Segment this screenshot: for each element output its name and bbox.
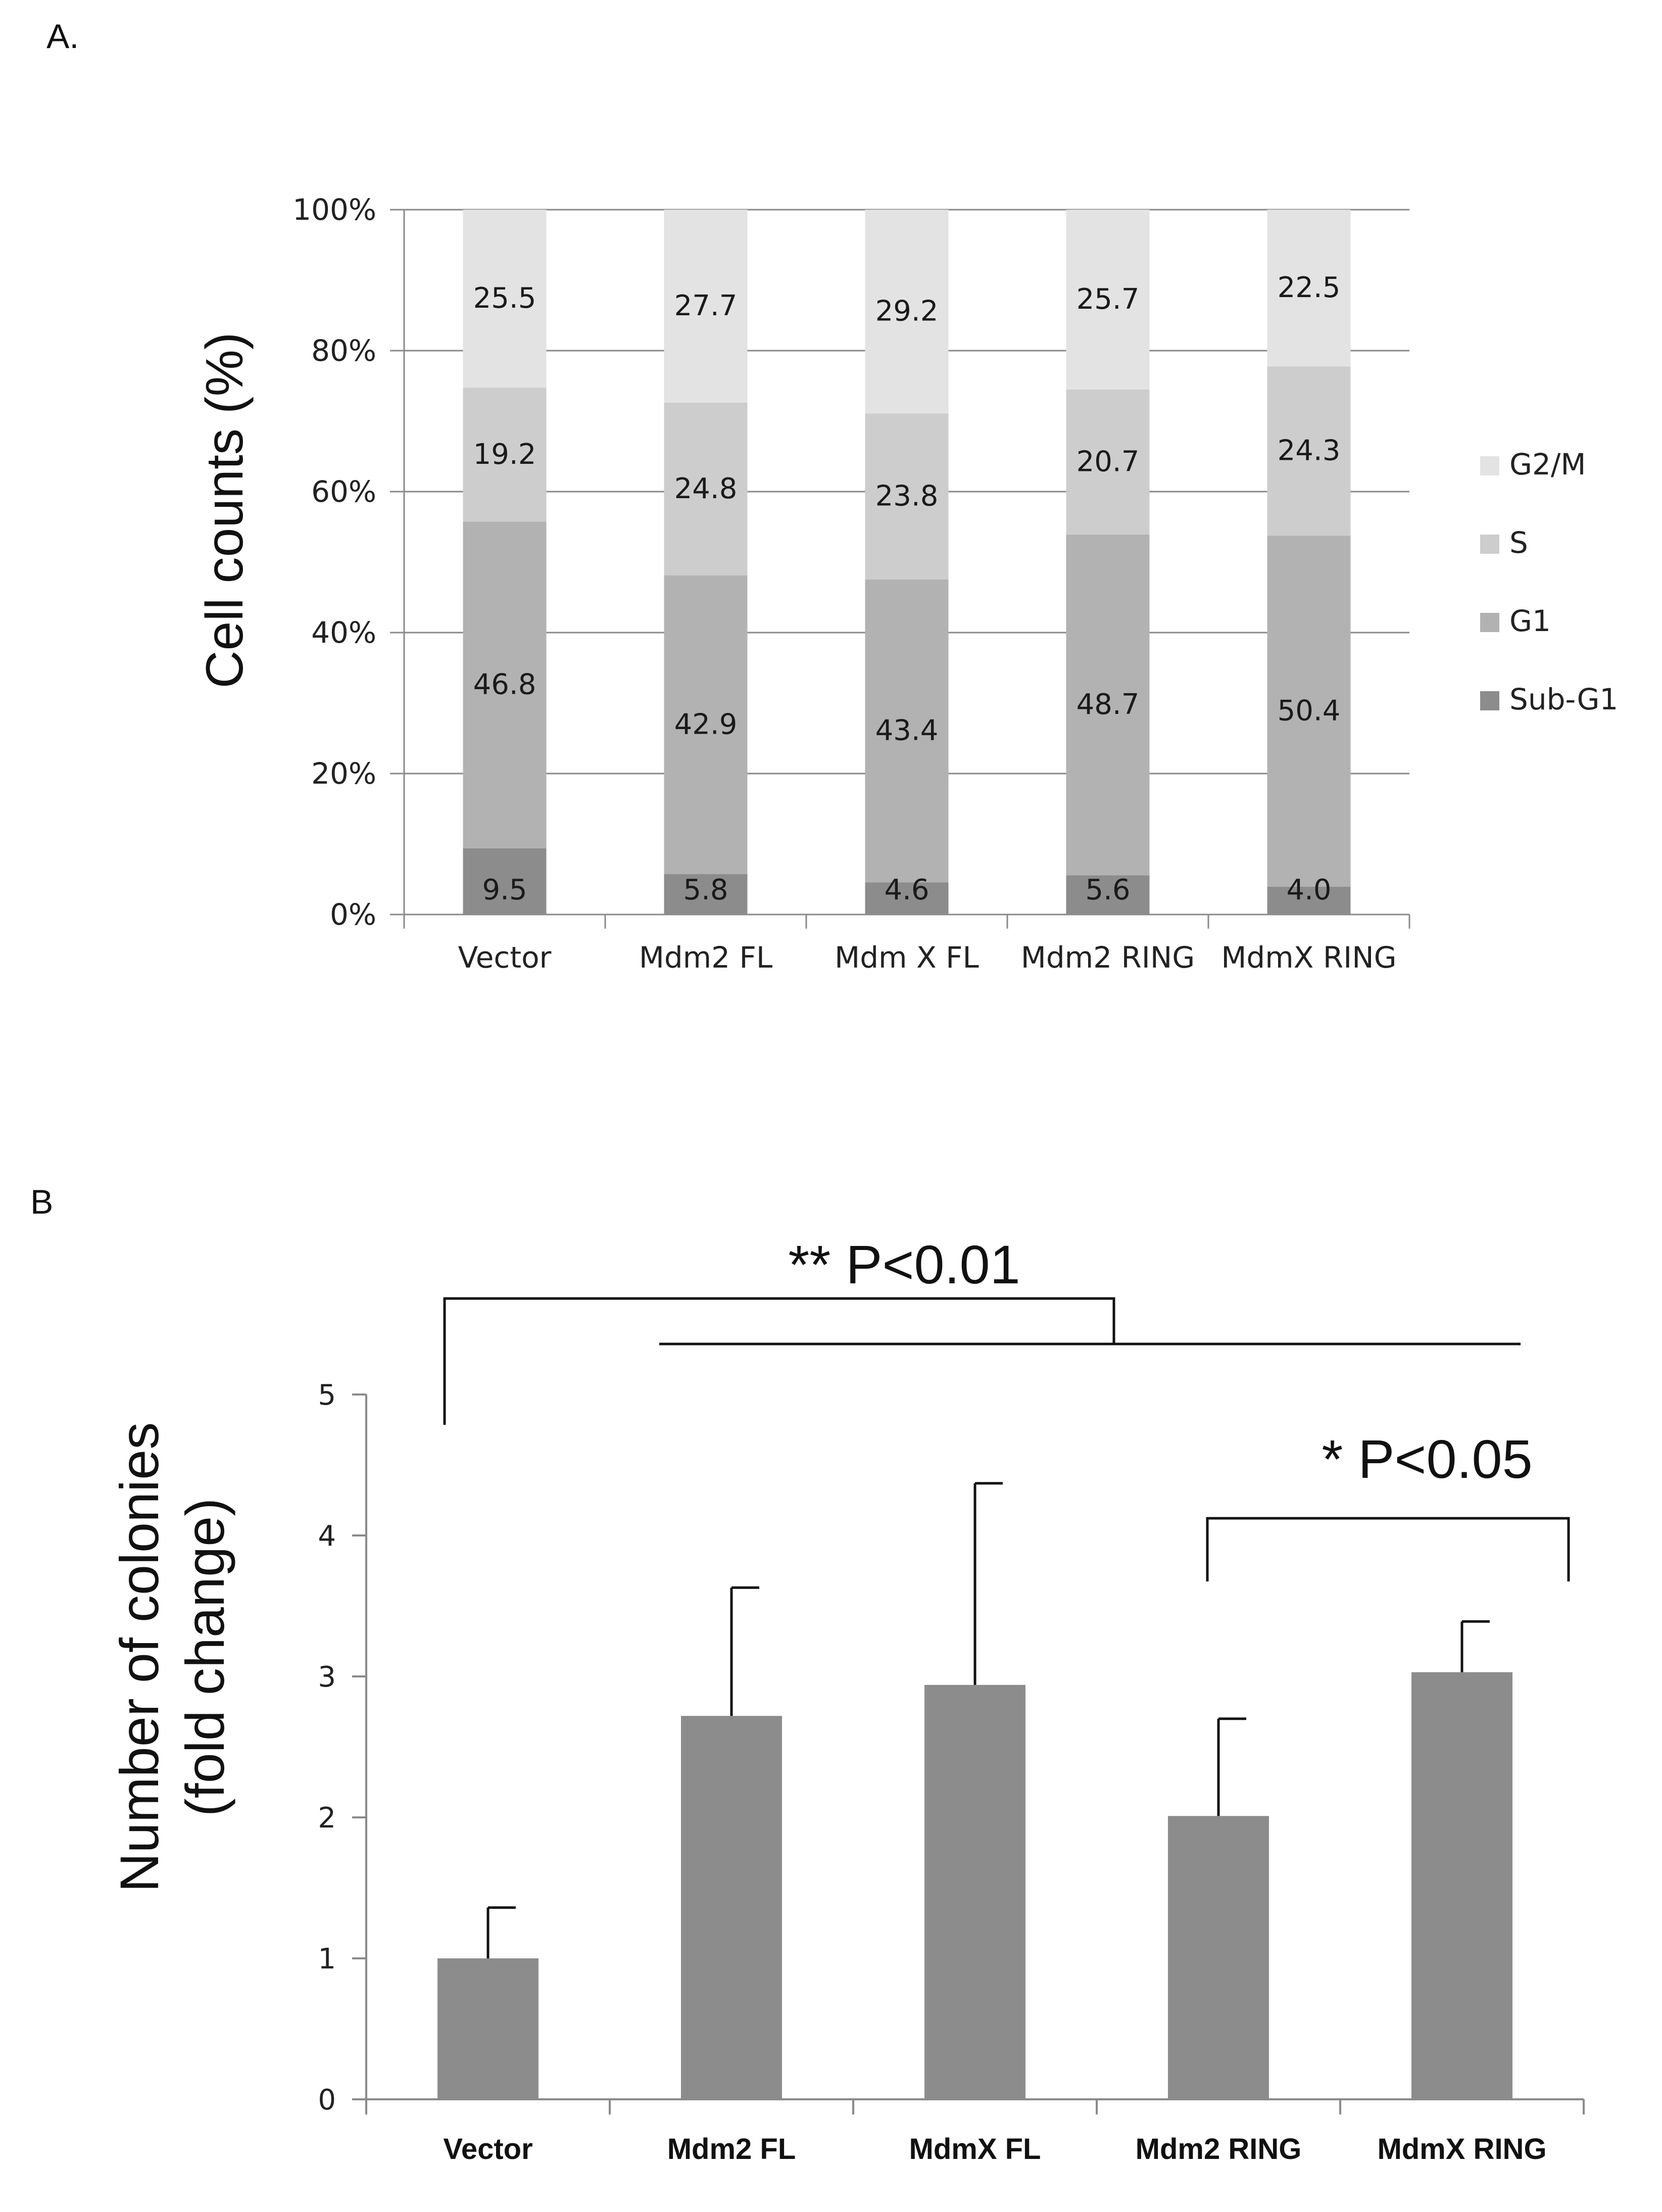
data-label-vector-g2-m: 25.5: [473, 282, 536, 315]
bar-mdmx-ring-g2-m: [1267, 210, 1351, 367]
bar-mdmx-fl: [924, 1685, 1025, 2099]
bar-mdm2-fl-g1: [664, 575, 748, 875]
bar-mdm-x-fl-s: [865, 413, 949, 580]
bar-mdm2-ring-g2-m: [1066, 210, 1150, 390]
data-label-mdm-x-fl-sub-g1: 4.6: [884, 874, 929, 906]
data-label-mdmx-ring-g2-m: 22.5: [1278, 271, 1341, 304]
bar-mdm2-ring-s: [1066, 390, 1150, 535]
bar-vector: [437, 1958, 539, 2099]
legend-swatch-sub-g1: [1480, 691, 1499, 710]
bar-mdm2-fl-g2-m: [664, 210, 748, 403]
bar-mdm-x-fl-g1: [865, 580, 949, 883]
data-label-mdm2-ring-g1: 48.7: [1077, 688, 1140, 721]
chart-b-x-tick-label: Mdm2 FL: [667, 2133, 796, 2166]
legend-label-g2-m: G2/M: [1509, 447, 1586, 482]
colony-count-bar-chart: 0 1 2 3 4 5 Vector Mdm2 FL MdmX FL Mdm2 RING MdmX…: [109, 1234, 1585, 2166]
legend-swatch-g1: [1480, 613, 1499, 632]
bar-mdmx-ring-s: [1267, 366, 1351, 536]
legend-label-s: S: [1509, 525, 1528, 560]
chart-a-y-tick-label: 80%: [311, 333, 376, 368]
chart-b-y-axis-label: Number of colonies (fold change): [109, 1422, 235, 1892]
chart-b-y-axis-label-line-2: (fold change): [174, 1498, 235, 1816]
data-label-vector-g1: 46.8: [473, 668, 536, 701]
significance-annotations: ** P<0.01 * P<0.05: [443, 1234, 1570, 1581]
data-label-vector-sub-g1: 9.5: [482, 874, 527, 906]
chart-b-x-tick-label: Mdm2 RING: [1136, 2133, 1302, 2166]
data-label-mdm2-fl-g2-m: 27.7: [674, 290, 738, 322]
chart-a-y-tick-label: 60%: [311, 474, 376, 509]
bar-mdm2-fl-s: [664, 402, 748, 575]
chart-a-y-tick-label: 100%: [292, 193, 376, 227]
data-label-mdm2-fl-g1: 42.9: [674, 708, 738, 741]
bar-mdmx-ring: [1411, 1672, 1512, 2099]
chart-a-x-tick-label: Mdm2 RING: [1021, 940, 1195, 975]
cell-cycle-stacked-chart: 9.5 46.8 19.2 25.5 5.8 42.9 24.8 27.7 4.6 43.4 23.…: [195, 193, 1618, 975]
data-label-mdm2-ring-g2-m: 25.7: [1077, 283, 1140, 316]
bar-vector-sub-g1: [463, 848, 547, 915]
bar-mdmx-ring-sub-g1: [1267, 886, 1351, 915]
chart-a-x-tick-label: Mdm X FL: [835, 940, 979, 975]
chart-b-y-tick-label: 1: [318, 1943, 336, 1976]
bar-vector-s: [463, 388, 547, 522]
panel-b-label: B: [30, 1183, 53, 1221]
data-label-mdmx-ring-s: 24.3: [1278, 435, 1341, 467]
significance-label-2: * P<0.05: [1322, 1428, 1532, 1489]
chart-a-x-tick-label: Vector: [458, 940, 552, 975]
data-label-mdm-x-fl-s: 23.8: [875, 480, 939, 513]
chart-b-y-tick-label: 0: [318, 2084, 336, 2117]
data-label-mdm2-fl-s: 24.8: [674, 472, 738, 505]
chart-b-y-tick-label: 5: [318, 1379, 336, 1412]
data-label-mdm2-fl-sub-g1: 5.8: [683, 874, 728, 906]
chart-b-x-tick-label: MdmX RING: [1377, 2133, 1546, 2166]
bar-mdm-x-fl-g2-m: [865, 210, 949, 414]
data-label-mdm-x-fl-g1: 43.4: [875, 714, 939, 747]
data-label-mdmx-ring-sub-g1: 4.0: [1286, 874, 1331, 906]
bar-mdm2-fl-sub-g1: [664, 874, 748, 915]
chart-b-y-tick-label: 4: [318, 1520, 336, 1553]
chart-b-y-tick-label: 3: [318, 1661, 336, 1694]
bar-mdm-x-fl-sub-g1: [865, 882, 949, 915]
legend-swatch-s: [1480, 535, 1499, 554]
legend-swatch-g2-m: [1480, 456, 1499, 475]
chart-a-y-tick-label: 40%: [311, 615, 376, 650]
bar-mdmx-ring-g1: [1267, 536, 1351, 887]
chart-a-x-tick-label: Mdm2 FL: [639, 940, 772, 975]
significance-bracket-2: [1206, 1517, 1570, 1581]
chart-a-legend: G2/M S G1 Sub-G1: [1480, 447, 1618, 716]
chart-b-y-tick-label: 2: [318, 1802, 336, 1835]
chart-a-y-tick-label: 0%: [330, 897, 376, 932]
data-label-mdmx-ring-g1: 50.4: [1278, 694, 1341, 727]
chart-a-y-axis-label: Cell counts (%): [195, 332, 254, 688]
data-label-mdm-x-fl-g2-m: 29.2: [875, 295, 939, 328]
data-label-mdm2-ring-s: 20.7: [1077, 445, 1140, 478]
bar-mdm2-ring: [1168, 1816, 1269, 2099]
chart-a-y-tick-label: 20%: [311, 756, 376, 791]
legend-label-g1: G1: [1509, 604, 1551, 638]
chart-b-y-axis-label-line-1: Number of colonies: [109, 1422, 170, 1892]
bar-mdm2-fl: [681, 1716, 782, 2099]
bar-vector-g1: [463, 521, 547, 848]
bar-mdm2-ring-sub-g1: [1066, 875, 1150, 915]
significance-label-1: ** P<0.01: [788, 1234, 1020, 1295]
bar-mdm2-ring-g1: [1066, 534, 1150, 876]
chart-a-x-tick-label: MdmX RING: [1221, 940, 1396, 975]
data-label-mdm2-ring-sub-g1: 5.6: [1085, 874, 1130, 906]
chart-b-x-tick-label: Vector: [443, 2133, 532, 2166]
legend-label-sub-g1: Sub-G1: [1509, 682, 1618, 716]
data-label-vector-s: 19.2: [473, 438, 536, 471]
significance-bracket-1: [443, 1297, 1115, 1425]
bar-vector-g2-m: [463, 210, 547, 388]
chart-b-x-tick-label: MdmX FL: [909, 2133, 1041, 2166]
panel-a-label: A.: [46, 17, 79, 56]
